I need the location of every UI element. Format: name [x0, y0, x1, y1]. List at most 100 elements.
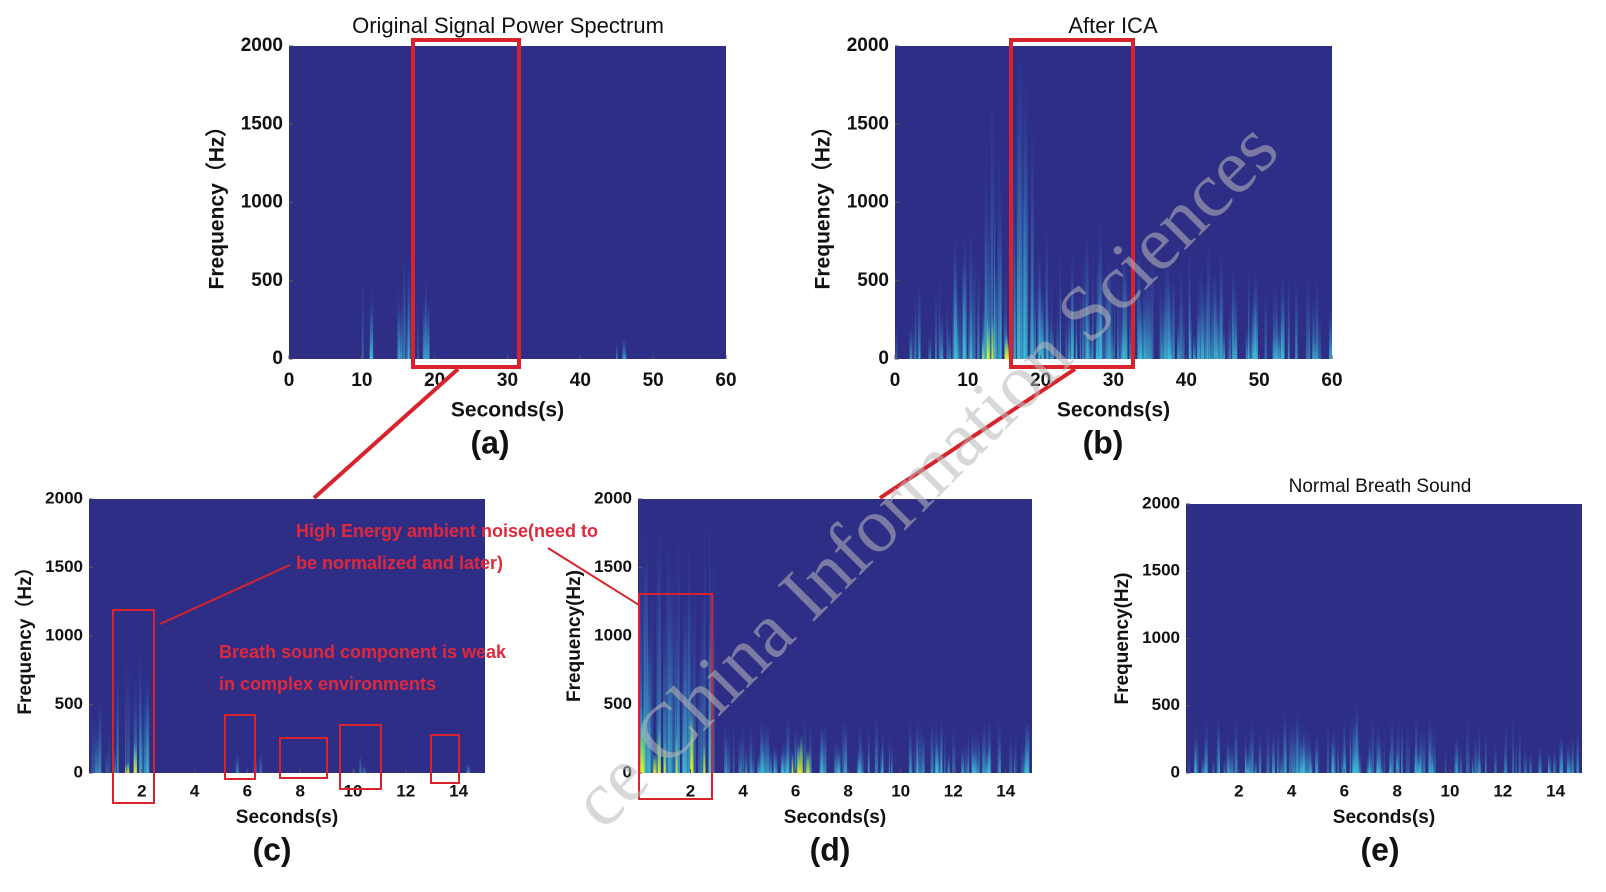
energy-streak: [917, 281, 921, 359]
energy-streak: [1122, 245, 1126, 359]
highlight-box: [638, 593, 713, 800]
energy-streak: [1211, 297, 1213, 359]
y-tick-label: 1500: [594, 557, 632, 576]
energy-streak: [1201, 754, 1205, 773]
energy-streak: [1227, 735, 1229, 773]
energy-streak: [744, 747, 748, 773]
energy-streak: [116, 666, 119, 773]
y-axis-label: Frequency(Hz): [1112, 573, 1133, 705]
energy-streak: [997, 717, 1000, 773]
energy-streak: [957, 298, 960, 359]
energy-streak: [1016, 55, 1021, 359]
x-tick-label: 30: [497, 370, 518, 391]
energy-streak: [978, 729, 980, 773]
energy-streak: [880, 748, 884, 773]
energy-streak: [1331, 735, 1333, 773]
energy-streak: [643, 561, 647, 773]
energy-streak: [952, 725, 954, 773]
energy-streak: [1026, 742, 1028, 773]
energy-streak: [780, 748, 783, 773]
energy-streak: [1247, 751, 1250, 773]
energy-streak: [1406, 719, 1408, 773]
energy-streak: [1229, 305, 1231, 359]
energy-streak: [965, 742, 968, 773]
energy-streak: [406, 302, 408, 359]
energy-streak: [1023, 743, 1027, 773]
energy-streak: [909, 742, 913, 773]
energy-streak: [764, 720, 767, 773]
x-axis-label: Seconds(s): [1057, 399, 1170, 422]
x-tick-label: 8: [843, 781, 852, 800]
x-tick-label: 2: [137, 781, 146, 800]
energy-streak: [361, 276, 364, 359]
panel-label: (a): [470, 424, 509, 460]
y-tick-label: 500: [1152, 695, 1180, 714]
energy-streak: [837, 748, 841, 773]
energy-streak: [987, 321, 990, 359]
energy-streak: [1108, 255, 1112, 359]
energy-streak: [1019, 52, 1023, 359]
x-tick-label: 40: [1176, 370, 1197, 391]
x-tick-label: 12: [944, 781, 963, 800]
spectrogram-texture: [1188, 698, 1579, 773]
energy-streak: [1085, 232, 1089, 359]
y-tick-label: 1000: [1142, 628, 1180, 647]
y-tick-label: 1000: [45, 625, 83, 644]
energy-streak: [1075, 294, 1078, 359]
energy-streak: [1352, 716, 1355, 773]
energy-streak: [398, 305, 403, 359]
y-tick-label: 0: [623, 762, 632, 781]
panel-label: (c): [252, 831, 291, 867]
x-tick-label: 6: [791, 781, 800, 800]
energy-streak: [1358, 749, 1362, 773]
energy-streak: [352, 766, 355, 773]
energy-streak: [98, 698, 102, 773]
energy-streak: [1504, 737, 1506, 773]
energy-streak: [1231, 747, 1234, 773]
energy-streak: [1028, 719, 1030, 773]
energy-streak: [1282, 296, 1285, 359]
energy-streak: [690, 705, 693, 773]
energy-streak: [1302, 742, 1305, 773]
y-tick-label: 0: [74, 762, 83, 781]
energy-streak: [1408, 727, 1410, 773]
energy-streak: [1396, 716, 1400, 773]
energy-streak: [1030, 123, 1034, 359]
y-tick-label: 0: [272, 348, 283, 369]
spectrogram-texture: [895, 52, 1332, 359]
energy-streak: [1332, 728, 1336, 773]
energy-streak: [1068, 290, 1071, 359]
energy-streak: [708, 507, 711, 773]
energy-streak: [946, 301, 948, 359]
energy-streak: [235, 752, 239, 773]
energy-streak: [935, 730, 939, 773]
energy-streak: [940, 313, 944, 359]
energy-streak: [1149, 268, 1151, 359]
energy-streak: [916, 746, 919, 773]
energy-streak: [1518, 723, 1521, 773]
y-axis-label: Frequency（Hz）: [13, 557, 36, 714]
energy-streak: [666, 537, 669, 773]
y-tick-label: 2000: [1142, 493, 1180, 512]
energy-streak: [935, 749, 937, 773]
energy-streak: [982, 338, 984, 359]
energy-streak: [616, 341, 618, 359]
energy-streak: [133, 743, 137, 773]
y-tick-label: 500: [251, 270, 283, 291]
energy-streak: [94, 724, 99, 773]
y-tick-label: 500: [857, 270, 889, 291]
energy-streak: [961, 745, 965, 773]
energy-streak: [422, 307, 425, 359]
energy-streak: [1529, 751, 1532, 773]
energy-streak: [1003, 275, 1007, 359]
x-tick-label: 50: [643, 370, 664, 391]
energy-streak: [140, 712, 144, 773]
energy-streak: [663, 740, 666, 773]
energy-streak: [146, 670, 149, 773]
energy-streak: [732, 722, 735, 773]
energy-streak: [1147, 278, 1150, 359]
energy-streak: [359, 753, 362, 773]
energy-streak: [770, 748, 772, 773]
y-tick-label: 2000: [594, 488, 632, 507]
energy-streak: [967, 300, 970, 359]
